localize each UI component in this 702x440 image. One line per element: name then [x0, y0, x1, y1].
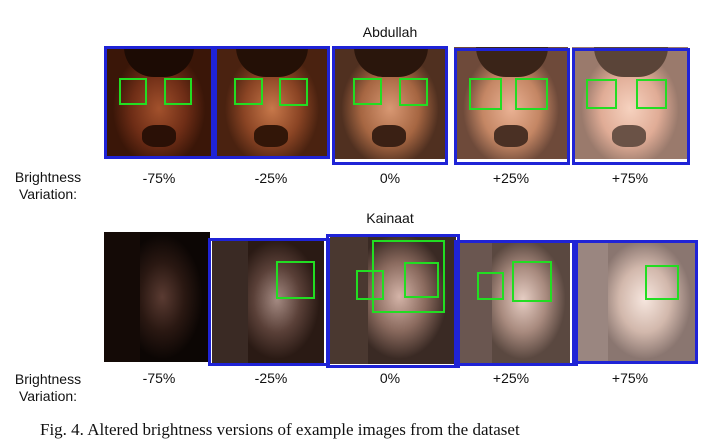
- eye-detection-box: [276, 261, 315, 299]
- kainaat-face-plus75: [574, 240, 696, 364]
- brightness-level: 0%: [379, 370, 401, 386]
- brightness-level: -75%: [142, 170, 176, 186]
- eye-detection-box: [353, 78, 382, 105]
- eye-detection-box: [404, 262, 439, 298]
- abdullah-face-plus75: [572, 47, 688, 159]
- brightness-level: +75%: [611, 370, 649, 386]
- subject-name-abdullah: Abdullah: [362, 24, 418, 40]
- eye-detection-box: [512, 261, 552, 302]
- face-detection-box: [332, 46, 448, 165]
- abdullah-face-plus25: [454, 47, 568, 159]
- row-label-brightness: Brightness Variation:: [14, 169, 82, 202]
- eye-detection-box: [636, 79, 667, 109]
- subject-name-kainaat: Kainaat: [366, 210, 414, 226]
- brightness-level: +25%: [492, 370, 530, 386]
- face-detection-box: [104, 46, 214, 159]
- brightness-level: +25%: [492, 170, 530, 186]
- abdullah-face-0: [332, 47, 448, 159]
- eye-detection-box: [586, 79, 617, 109]
- face-detection-box: [572, 48, 690, 165]
- row-label-brightness: Brightness Variation:: [14, 371, 82, 404]
- eye-detection-box: [234, 78, 263, 105]
- brightness-level: -75%: [142, 370, 176, 386]
- face-detection-box: [326, 234, 460, 368]
- eye-detection-box: [477, 272, 504, 300]
- eye-detection-box: [356, 270, 384, 300]
- figure-caption: Fig. 4. Altered brightness versions of e…: [40, 420, 520, 439]
- face-detection-box: [454, 240, 578, 366]
- eye-detection-box: [515, 78, 548, 110]
- eye-detection-box: [119, 78, 147, 105]
- eye-detection-box: [399, 78, 428, 106]
- face-detection-box: [208, 238, 330, 366]
- eye-detection-box: [469, 78, 502, 110]
- kainaat-face-plus25: [458, 240, 570, 364]
- face-detection-box: [454, 48, 570, 165]
- kainaat-face-minus75: [104, 232, 210, 362]
- eye-detection-box: [164, 78, 192, 105]
- brightness-level: +75%: [611, 170, 649, 186]
- face-detection-box: [214, 46, 330, 159]
- brightness-level: -25%: [254, 370, 288, 386]
- abdullah-face-minus25: [216, 47, 328, 159]
- eye-detection-box: [372, 240, 445, 313]
- brightness-level: -25%: [254, 170, 288, 186]
- eye-detection-box: [279, 78, 308, 106]
- eye-detection-box: [645, 265, 679, 300]
- brightness-level: 0%: [379, 170, 401, 186]
- kainaat-face-0: [330, 234, 456, 364]
- kainaat-face-minus25: [212, 240, 324, 364]
- face-detection-box: [572, 240, 698, 364]
